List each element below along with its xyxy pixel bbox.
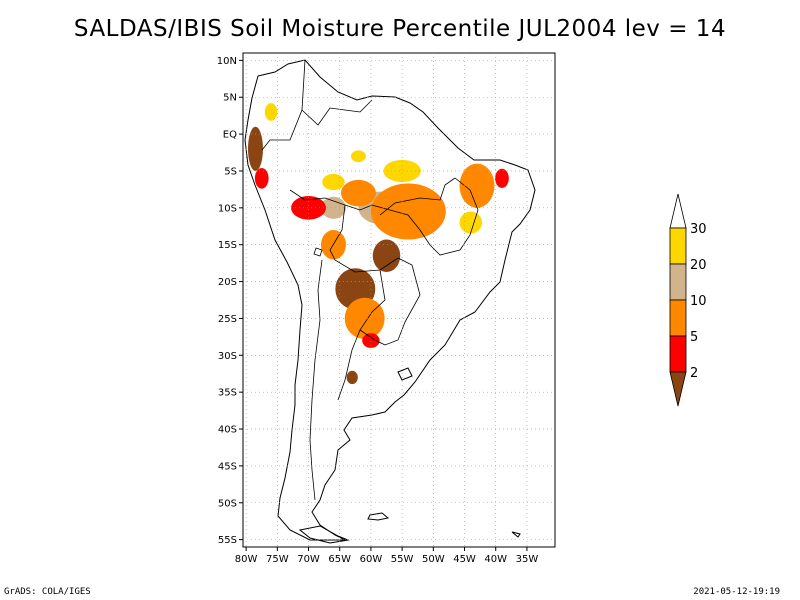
colorbar-label: 30 xyxy=(690,222,707,237)
latitude-axis: 10N 5N EQ 5S 10S 15S 20S 25S 30S 35S 40S 45S 50S 55S xyxy=(217,56,243,546)
lat-lon-grid xyxy=(243,53,555,547)
colorbar-segment xyxy=(669,299,687,337)
map-title: SALDAS/IBIS Soil Moisture Percentile JUL… xyxy=(73,16,727,42)
lat-tick-label: 35S xyxy=(218,388,237,399)
tierra-del-fuego xyxy=(298,525,350,544)
colorbar-label: 10 xyxy=(690,294,707,309)
lon-tick-label: 40W xyxy=(484,554,507,565)
lat-tick-label: 15S xyxy=(218,240,237,251)
lat-tick-label: EQ xyxy=(223,130,237,141)
grads-credit: GrADS: COLA/IGES xyxy=(4,587,91,597)
lat-tick-label: 25S xyxy=(218,314,237,325)
coastal-island xyxy=(397,367,413,381)
color-bar: 30 20 10 5 2 xyxy=(669,193,707,407)
inland-lake xyxy=(313,247,323,257)
lat-tick-label: 10S xyxy=(218,203,237,214)
moisture-patch-yellow xyxy=(322,173,345,191)
moisture-patch-red xyxy=(254,168,269,189)
lon-tick-label: 75W xyxy=(266,554,289,565)
lon-tick-label: 45W xyxy=(453,554,476,565)
moisture-patch-yellow xyxy=(459,211,482,234)
moisture-patch-brown xyxy=(247,126,263,171)
moisture-patch-yellow xyxy=(264,103,278,121)
moisture-patch-orange xyxy=(344,297,385,340)
moisture-patch-orange xyxy=(459,163,495,208)
lat-tick-label: 40S xyxy=(218,425,237,436)
moisture-patch-orange xyxy=(340,179,376,207)
lon-tick-label: 80W xyxy=(235,554,258,565)
continent-outline xyxy=(244,59,536,544)
timestamp: 2021-05-12-19:19 xyxy=(693,587,780,597)
lat-tick-label: 5S xyxy=(224,166,237,177)
colorbar-label: 2 xyxy=(690,366,698,381)
colorbar-bottom-arrow xyxy=(669,371,687,407)
lon-tick-label: 35W xyxy=(516,554,539,565)
colorbar-segment xyxy=(669,263,687,301)
colorbar-label: 5 xyxy=(690,330,698,345)
moisture-patch-red xyxy=(495,168,509,188)
moisture-patch-brown xyxy=(372,239,401,272)
moisture-patch-orange xyxy=(370,183,446,240)
colorbar-top-arrow xyxy=(669,193,687,229)
moisture-patch-yellow xyxy=(350,150,366,163)
lat-tick-label: 5N xyxy=(223,93,237,104)
lon-tick-label: 70W xyxy=(297,554,320,565)
lat-tick-label: 45S xyxy=(218,461,237,472)
atlantic-island xyxy=(511,531,521,538)
colorbar-segment xyxy=(669,227,687,265)
soil-moisture-shading xyxy=(247,103,509,385)
colorbar-label: 20 xyxy=(690,258,707,273)
lat-tick-label: 10N xyxy=(217,56,237,67)
country-borders xyxy=(261,59,479,501)
moisture-patch-red xyxy=(362,333,380,348)
moisture-patch-yellow xyxy=(383,159,421,183)
lat-tick-label: 55S xyxy=(218,535,237,546)
plot-frame xyxy=(242,52,556,548)
moisture-patch-red xyxy=(291,196,326,220)
moisture-patch-brown xyxy=(346,370,358,385)
lon-tick-label: 55W xyxy=(391,554,414,565)
south-america-coastline xyxy=(244,59,536,541)
longitude-axis: 80W 75W 70W 65W 60W 55W 50W 45W 40W 35W xyxy=(235,547,539,565)
falkland-islands xyxy=(367,512,390,521)
lat-tick-label: 50S xyxy=(218,498,237,509)
lat-tick-label: 20S xyxy=(218,277,237,288)
lon-tick-label: 50W xyxy=(422,554,445,565)
colorbar-segment xyxy=(669,335,687,373)
lat-tick-label: 30S xyxy=(218,351,237,362)
lon-tick-label: 60W xyxy=(360,554,383,565)
lon-tick-label: 65W xyxy=(328,554,351,565)
